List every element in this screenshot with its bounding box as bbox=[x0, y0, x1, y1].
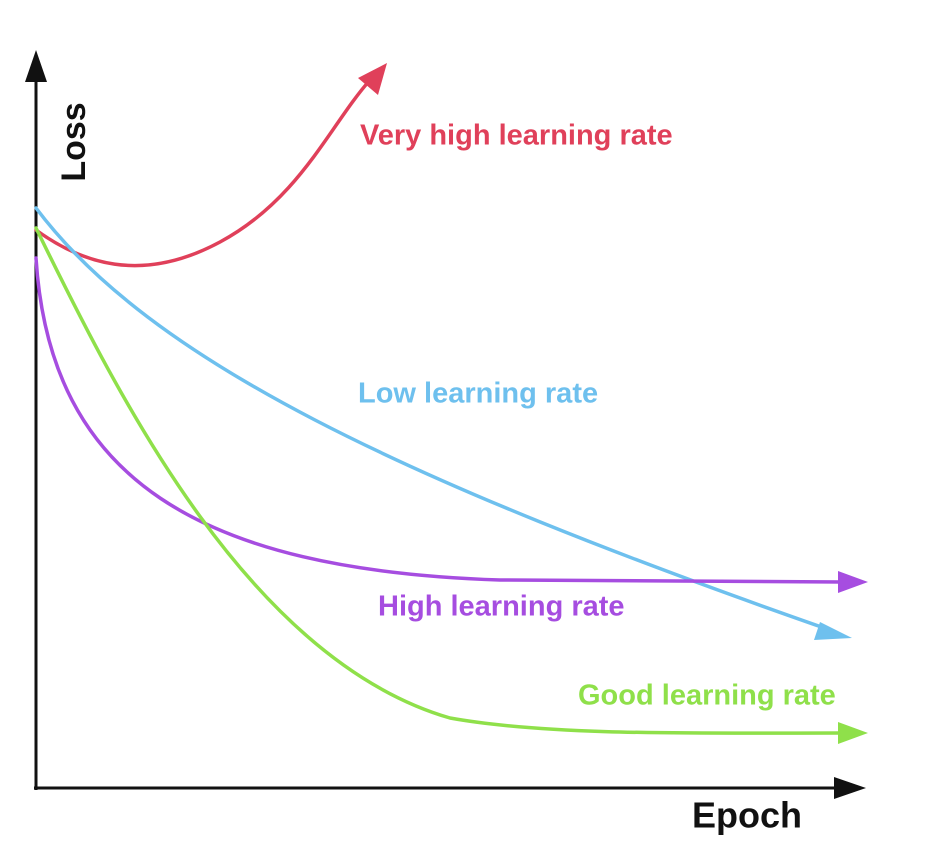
y-axis-arrow bbox=[25, 50, 47, 82]
curve-label: Low learning rate bbox=[358, 378, 598, 410]
x-axis-label: Epoch bbox=[692, 795, 802, 836]
low-lr-arrow bbox=[814, 622, 852, 640]
low-lr-curve bbox=[34, 206, 832, 632]
good-lr-arrow bbox=[838, 722, 868, 744]
high-lr-curve bbox=[34, 256, 844, 584]
curve-label: Good learning rate bbox=[578, 680, 836, 712]
x-axis-arrow bbox=[834, 777, 866, 799]
high-lr-arrow bbox=[838, 571, 868, 593]
very-high-lr-arrow bbox=[358, 63, 387, 95]
y-axis-label: Loss bbox=[55, 102, 93, 181]
very-high-lr-curve bbox=[34, 78, 372, 268]
curve-label: High learning rate bbox=[378, 591, 625, 623]
good-lr-curve bbox=[34, 226, 844, 735]
curve-label: Very high learning rate bbox=[360, 120, 673, 152]
